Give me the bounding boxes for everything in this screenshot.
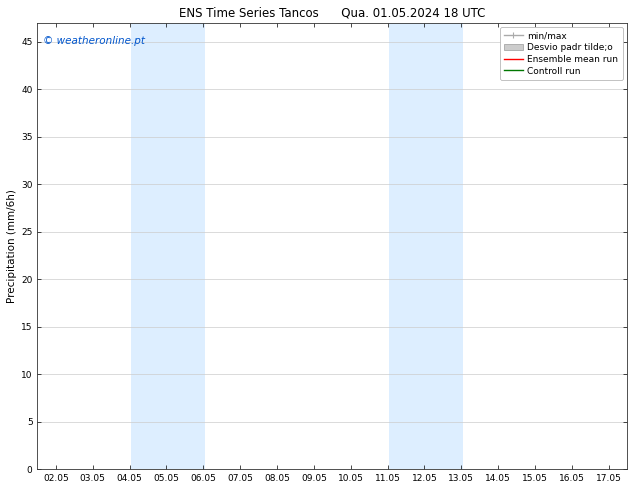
Bar (131, 23, 205, 469)
Bar (389, 23, 463, 469)
Legend: min/max, Desvio padr tilde;o, Ensemble mean run, Controll run: min/max, Desvio padr tilde;o, Ensemble m… (500, 27, 623, 80)
Text: © weatheronline.pt: © weatheronline.pt (43, 36, 145, 46)
Y-axis label: Precipitation (mm/6h): Precipitation (mm/6h) (7, 189, 17, 303)
Title: ENS Time Series Tancos      Qua. 01.05.2024 18 UTC: ENS Time Series Tancos Qua. 01.05.2024 1… (179, 7, 486, 20)
